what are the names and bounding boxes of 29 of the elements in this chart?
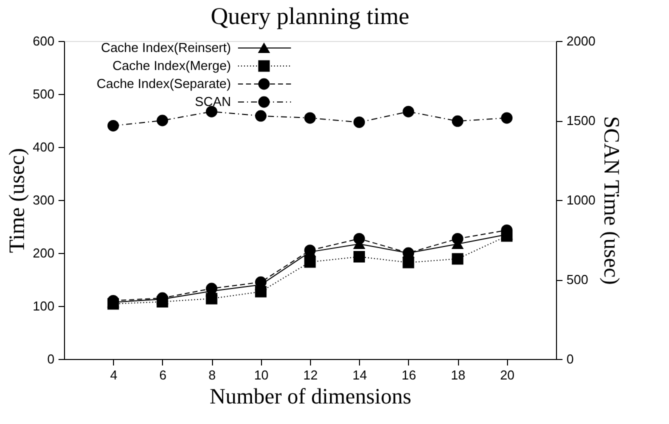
y2-tick-label: 500 bbox=[566, 272, 588, 287]
x-tick-label: 18 bbox=[450, 368, 466, 382]
legend-label: Cache Index(Reinsert) bbox=[100, 40, 231, 55]
x-tick-label: 6 bbox=[159, 368, 167, 382]
y-tick-label: 500 bbox=[32, 86, 54, 102]
legend-label: Cache Index(Merge) bbox=[112, 58, 231, 73]
y2-tick-label: 1500 bbox=[566, 113, 596, 128]
y-tick-label: 400 bbox=[32, 140, 54, 154]
y2-tick-label: 0 bbox=[566, 352, 574, 366]
x-tick-label: 4 bbox=[110, 368, 118, 382]
chart-title: Query planning time bbox=[210, 4, 410, 30]
y2-axis-title: SCAN Time (usec) bbox=[599, 116, 624, 285]
x-tick-label: 20 bbox=[500, 368, 515, 382]
x-tick-label: 14 bbox=[352, 368, 367, 382]
x-axis-title: Number of dimensions bbox=[210, 384, 412, 408]
y-tick-label: 300 bbox=[32, 192, 54, 208]
y-tick-label: 0 bbox=[47, 352, 54, 366]
y-tick-label: 200 bbox=[32, 246, 54, 260]
x-tick-label: 12 bbox=[303, 368, 318, 382]
y2-tick-label: 2000 bbox=[566, 34, 596, 48]
y2-tick-label: 1000 bbox=[566, 192, 596, 208]
x-tick-label: 16 bbox=[402, 368, 416, 382]
legend-label: SCAN bbox=[194, 94, 231, 109]
x-tick-label: 8 bbox=[208, 368, 216, 382]
y-tick-label: 600 bbox=[32, 34, 54, 48]
legend-label: Cache Index(Separate) bbox=[96, 76, 231, 91]
y-tick-label: 100 bbox=[32, 298, 54, 314]
y-axis-title: Time (usec) bbox=[4, 148, 29, 253]
x-tick-label: 10 bbox=[254, 368, 269, 382]
